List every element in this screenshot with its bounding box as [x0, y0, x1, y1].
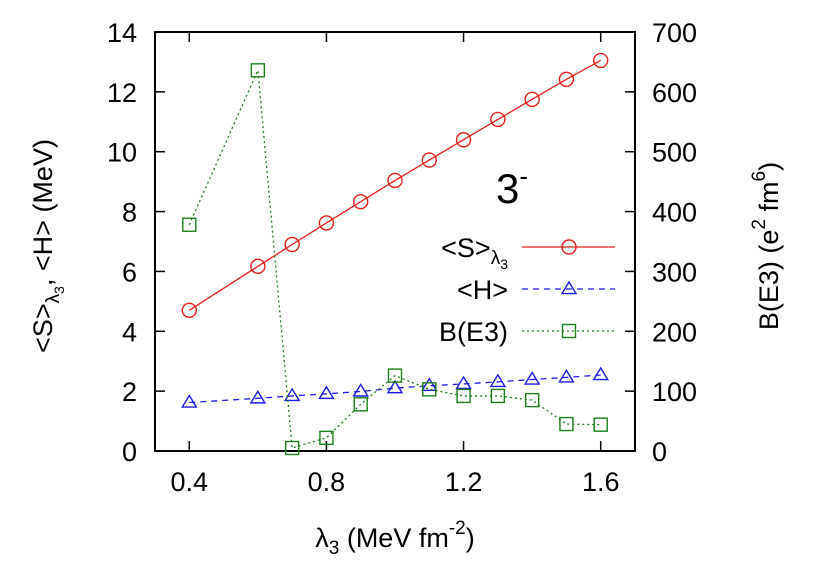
- series-line-be3: [188, 67, 601, 449]
- y-left-tick-label: 8: [122, 198, 137, 228]
- data-point-be3: [456, 388, 471, 404]
- data-point-h: [181, 394, 198, 408]
- data-point-h: [249, 389, 267, 404]
- y-left-tick-label: 4: [122, 317, 137, 347]
- y-right-tick-label: 400: [652, 198, 697, 228]
- data-point-s-lambda3: [421, 152, 437, 168]
- data-point-h: [523, 371, 541, 385]
- data-point-s-lambda3: [250, 258, 266, 275]
- y-left-tick-label: 6: [122, 257, 137, 287]
- y-right-tick-label: 500: [652, 138, 697, 168]
- series-layer: [181, 52, 609, 456]
- y-right-tick-label: 300: [652, 257, 697, 287]
- x-tick-label: 1.2: [445, 467, 483, 497]
- data-point-be3: [524, 392, 540, 408]
- x-axis-title: λ3 (MeV fm-2): [315, 518, 475, 559]
- data-point-be3: [353, 397, 368, 412]
- state-annotation-sup: -: [519, 161, 528, 191]
- legend-label-be3: B(E3): [439, 317, 508, 347]
- data-point-s-lambda3: [318, 215, 335, 231]
- data-point-h: [455, 375, 472, 390]
- x-tick-label: 0.8: [308, 467, 346, 497]
- data-point-be3: [593, 417, 608, 432]
- y-left-tick-label: 10: [107, 138, 137, 168]
- data-point-be3: [182, 217, 197, 232]
- y-left-tick-label: 14: [107, 18, 137, 48]
- data-point-s-lambda3: [181, 302, 197, 319]
- y-right-tick-label: 600: [652, 78, 697, 108]
- data-point-be3: [284, 440, 300, 456]
- data-point-s-lambda3: [490, 111, 506, 128]
- data-point-be3: [319, 430, 334, 446]
- data-point-s-lambda3: [558, 71, 575, 87]
- data-point-s-lambda3: [524, 91, 540, 108]
- data-point-be3: [387, 368, 403, 383]
- legend-label-s-lambda3: <S>λ3: [441, 233, 508, 272]
- legend-label-h: <H>: [457, 275, 508, 305]
- data-point-h: [352, 383, 369, 397]
- data-point-be3: [422, 382, 437, 397]
- legend: <S>λ3<H> B(E3): [439, 233, 615, 347]
- y-right-tick-label: 700: [652, 18, 697, 48]
- y-left-tick-label: 2: [122, 377, 137, 407]
- plot-area: [154, 31, 636, 452]
- data-point-s-lambda3: [387, 172, 403, 189]
- y-right-tick-label: 0: [652, 437, 667, 467]
- data-point-s-lambda3: [353, 193, 369, 210]
- data-point-be3: [250, 63, 266, 78]
- data-point-s-lambda3: [593, 52, 609, 69]
- legend-marker-h: [560, 280, 578, 295]
- data-point-h: [592, 366, 609, 381]
- data-point-h: [489, 373, 507, 388]
- data-point-h: [421, 377, 438, 392]
- y-right-tick-label: 100: [652, 377, 697, 407]
- legend-marker-be3: [561, 323, 577, 339]
- data-point-h: [558, 369, 575, 383]
- axis-ticks: 0.4 0.8 1.2 1.6 0 2 4 6 8 10 12 14 0 100 200 300 400 500 6…: [107, 18, 697, 497]
- y-left-tick-label: 12: [107, 78, 137, 108]
- y-left-tick-label: 0: [122, 437, 137, 467]
- y-axis-right-title: B(E3) (e2 fm6): [749, 162, 784, 330]
- series-line-h: [189, 374, 601, 404]
- legend-marker-s-lambda3: [561, 239, 577, 255]
- x-tick-label: 0.4: [171, 467, 209, 497]
- state-annotation: 3-: [496, 161, 528, 212]
- data-point-be3: [490, 388, 506, 404]
- data-point-h: [318, 385, 335, 400]
- y-right-tick-label: 200: [652, 317, 697, 347]
- y-axis-left-title: <S>λ3, <H> (MeV): [28, 139, 67, 353]
- data-point-be3: [559, 416, 574, 432]
- plot-frame: [154, 31, 636, 452]
- x-tick-label: 1.6: [582, 467, 620, 497]
- data-point-h: [283, 387, 301, 402]
- data-point-s-lambda3: [284, 236, 300, 253]
- data-point-s-lambda3: [455, 132, 472, 148]
- data-point-h: [386, 379, 404, 394]
